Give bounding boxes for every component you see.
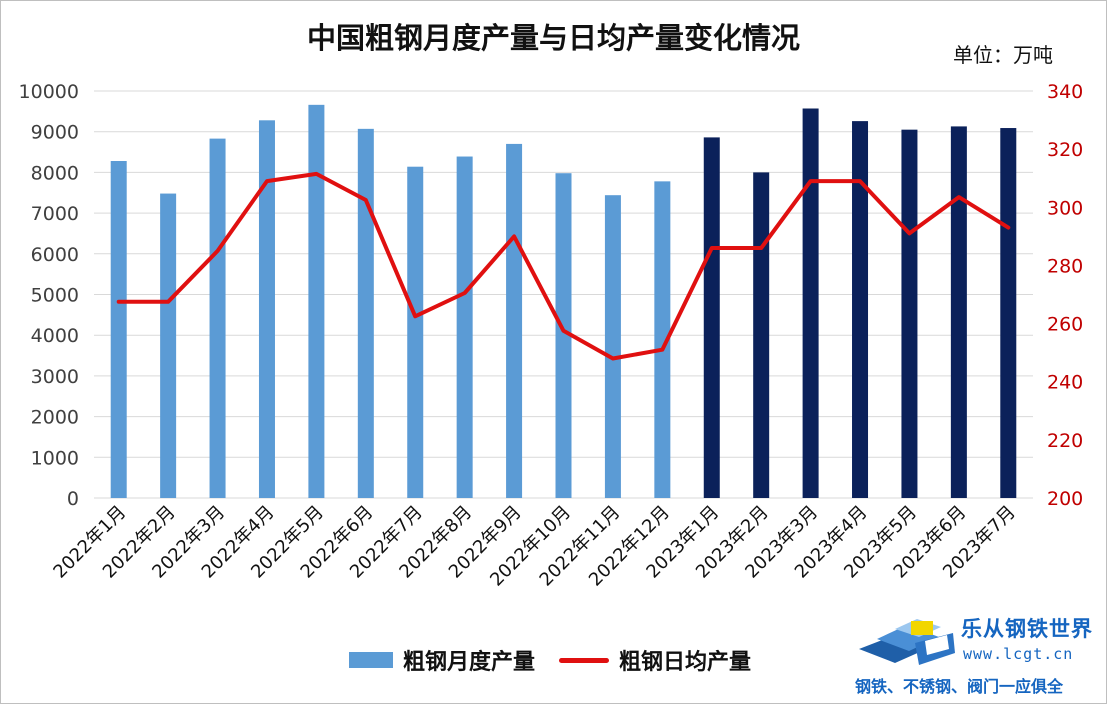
logo-url: www.lcgt.cn — [963, 645, 1074, 663]
bar — [703, 137, 720, 498]
y-left-tick-label: 3000 — [31, 366, 79, 388]
y-left-tick-label: 2000 — [31, 407, 79, 429]
bar — [407, 166, 424, 498]
bar — [901, 129, 918, 499]
bar — [209, 138, 226, 498]
y-right-tick-label: 200 — [1047, 488, 1083, 510]
y-left-tick-label: 8000 — [31, 162, 79, 184]
bar — [1000, 128, 1017, 499]
bar — [753, 172, 770, 498]
y-right-tick-label: 220 — [1047, 430, 1083, 452]
y-right-tick-label: 240 — [1047, 372, 1083, 394]
y-left-tick-label: 4000 — [31, 325, 79, 347]
bar — [456, 156, 473, 499]
bar — [308, 104, 325, 498]
bar — [160, 193, 177, 498]
bar — [357, 128, 374, 498]
logo-slogan: 钢铁、不锈钢、阀门一应俱全 — [855, 677, 1064, 696]
legend-bar-swatch — [349, 652, 393, 668]
line-series — [116, 171, 1011, 361]
legend: 粗钢月度产量 粗钢日均产量 — [349, 645, 751, 675]
bar — [604, 195, 621, 498]
unit-label: 单位：万吨 — [953, 43, 1053, 67]
bar — [258, 120, 275, 498]
y-left-tick-label: 5000 — [31, 285, 79, 307]
logo-icon — [859, 619, 955, 665]
bar — [506, 143, 523, 498]
bar — [654, 181, 671, 498]
y-left-tick-label: 0 — [67, 488, 79, 510]
y-left-tick-label: 7000 — [31, 203, 79, 225]
bar — [802, 108, 819, 498]
y-right-tick-label: 280 — [1047, 255, 1083, 277]
logo-name: 乐从钢铁世界 — [961, 617, 1093, 641]
chart-title: 中国粗钢月度产量与日均产量变化情况 — [306, 21, 800, 55]
legend-bar-label: 粗钢月度产量 — [403, 650, 536, 675]
y-right-tick-label: 300 — [1047, 197, 1083, 219]
legend-line-label: 粗钢日均产量 — [619, 650, 752, 675]
bar — [950, 126, 967, 498]
y-right-tick-label: 340 — [1047, 81, 1083, 103]
y-right-tick-label: 320 — [1047, 139, 1083, 161]
bar — [555, 173, 572, 499]
legend-line-swatch — [559, 657, 610, 663]
watermark-logo: 乐从钢铁世界 www.lcgt.cn 钢铁、不锈钢、阀门一应俱全 — [855, 613, 1095, 697]
y-left-tick-label: 10000 — [19, 81, 79, 103]
y-right-tick-label: 260 — [1047, 314, 1083, 336]
y-left-tick-label: 6000 — [31, 244, 79, 266]
y-left-tick-label: 1000 — [31, 447, 79, 469]
y-left-tick-label: 9000 — [31, 122, 79, 144]
bar — [110, 161, 127, 498]
bar — [852, 121, 869, 499]
